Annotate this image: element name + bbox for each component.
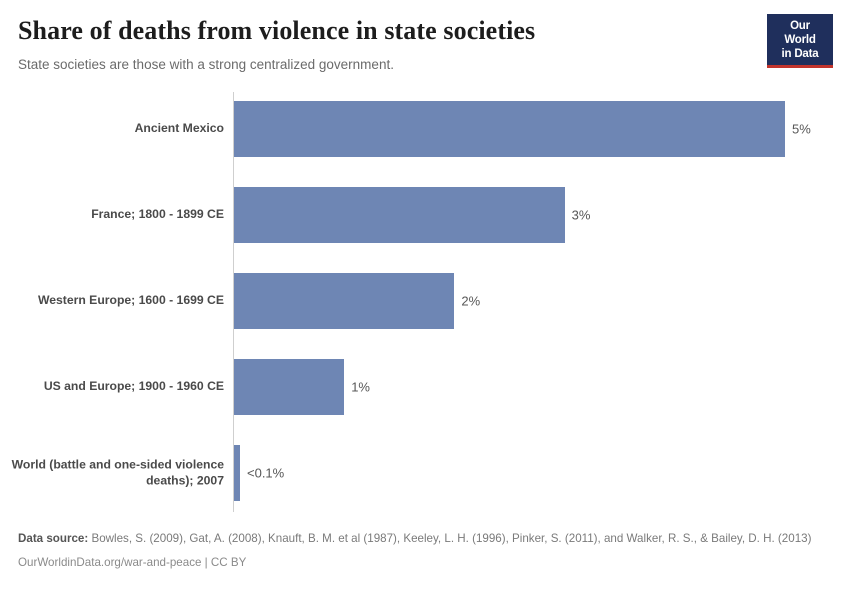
bar-category-label: World (battle and one-sided violence deat… bbox=[11, 457, 224, 487]
bar-chart: Ancient Mexico 5% France; 1800 - 1899 CE 3%… bbox=[0, 92, 850, 512]
data-source-note: Data source: Bowles, S. (2009), Gat, A. … bbox=[18, 530, 830, 547]
data-source-label: Data source: bbox=[18, 532, 89, 545]
bar[interactable] bbox=[234, 359, 345, 415]
bar-value-label: 5% bbox=[792, 121, 811, 137]
logo-line-1: Our World bbox=[784, 20, 816, 47]
y-axis-line bbox=[233, 92, 234, 512]
chart-header: Share of deaths from violence in state s… bbox=[18, 14, 832, 76]
bar-value-label: <0.1% bbox=[247, 465, 285, 481]
bar-value-label: 3% bbox=[571, 207, 591, 223]
bar-row[interactable]: Western Europe; 1600 - 1699 CE 2% bbox=[0, 273, 850, 329]
chart-subtitle: State societies are those with a strong … bbox=[18, 56, 394, 72]
bar-row[interactable]: US and Europe; 1900 - 1960 CE 1% bbox=[0, 359, 850, 415]
data-source-text: Bowles, S. (2009), Gat, A. (2008), Knauf… bbox=[88, 532, 812, 545]
bar-row[interactable]: Ancient Mexico 5% bbox=[0, 101, 850, 157]
source-url-license[interactable]: OurWorldinData.org/war-and-peace | CC BY bbox=[18, 556, 247, 570]
our-world-in-data-logo[interactable]: Our World in Data bbox=[767, 14, 833, 69]
chart-footer: Data source: Bowles, S. (2009), Gat, A. … bbox=[18, 530, 830, 571]
bar[interactable] bbox=[234, 187, 565, 243]
bar[interactable] bbox=[234, 445, 240, 501]
bar-category-label: Ancient Mexico bbox=[134, 121, 224, 136]
bar-row[interactable]: World (battle and one-sided violence deat… bbox=[0, 445, 850, 501]
logo-underline bbox=[767, 65, 833, 69]
bar-category-label: Western Europe; 1600 - 1699 CE bbox=[37, 293, 224, 308]
bar[interactable] bbox=[234, 273, 455, 329]
page-title: Share of deaths from violence in state s… bbox=[18, 16, 536, 45]
bar-value-label: 2% bbox=[461, 293, 481, 309]
bar-value-label: 1% bbox=[351, 379, 370, 395]
bar-category-label: France; 1800 - 1899 CE bbox=[91, 207, 224, 222]
logo-line-2: in Data bbox=[781, 48, 819, 61]
bar-row[interactable]: France; 1800 - 1899 CE 3% bbox=[0, 187, 850, 243]
bar-category-label: US and Europe; 1900 - 1960 CE bbox=[43, 379, 224, 394]
bar[interactable] bbox=[234, 101, 785, 157]
